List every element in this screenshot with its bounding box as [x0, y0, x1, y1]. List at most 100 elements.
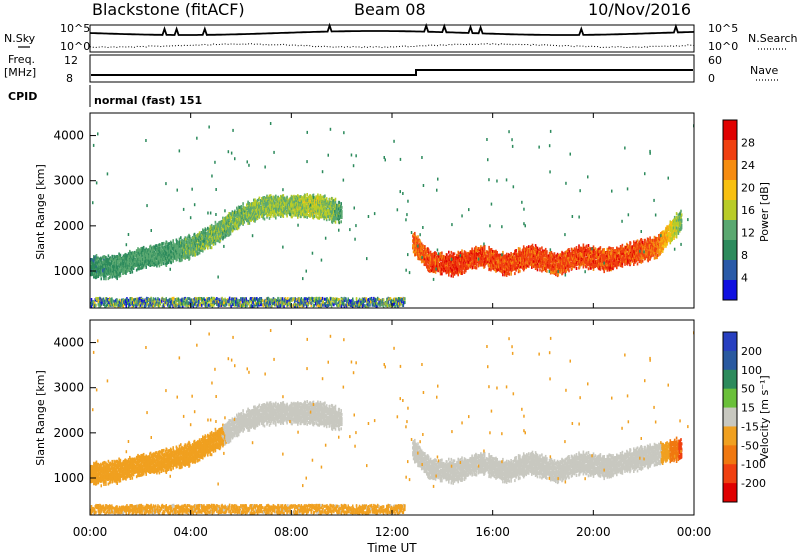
data-cell: [457, 273, 459, 277]
data-cell: [499, 261, 502, 265]
data-cell: [507, 269, 510, 273]
data-cell: [181, 258, 183, 262]
data-cell: [214, 220, 217, 224]
data-cell: [216, 239, 219, 243]
data-cell: [103, 255, 106, 259]
data-cell: [214, 240, 217, 244]
data-cell: [105, 259, 108, 263]
data-cell: [534, 252, 537, 256]
data-cell: [495, 267, 498, 271]
data-cell: [461, 270, 464, 274]
data-cell: [90, 267, 93, 271]
data-cell: [184, 236, 186, 240]
data-cell: [575, 267, 578, 270]
data-cell: [579, 253, 582, 257]
data-cell: [195, 247, 198, 251]
data-cell: [190, 242, 193, 246]
data-cell: [161, 262, 163, 266]
data-cell: [116, 255, 118, 258]
data-cell: [251, 207, 253, 211]
data-cell: [263, 217, 266, 221]
data-cell: [481, 260, 483, 264]
data-cell: [212, 241, 214, 245]
data-cell: [100, 260, 102, 264]
data-cell: [153, 250, 156, 254]
data-cell: [224, 235, 227, 239]
data-cell: [221, 219, 224, 223]
data-cell: [541, 269, 543, 273]
data-cell: [599, 267, 602, 271]
data-cell: [237, 224, 240, 228]
data-cell: [186, 250, 188, 253]
data-cell: [505, 270, 508, 274]
data-cell: [424, 257, 426, 261]
data-cell: [341, 216, 343, 219]
data-cell: [219, 234, 221, 238]
data-cell: [587, 244, 590, 247]
data-cell: [178, 237, 181, 241]
data-cell: [557, 266, 560, 270]
data-cell: [429, 250, 432, 254]
data-cell: [236, 227, 239, 231]
data-cell: [422, 253, 424, 256]
data-cell: [288, 208, 291, 212]
data-cell: [452, 263, 454, 266]
data-cell: [512, 253, 514, 256]
data-cell: [510, 269, 513, 272]
data-cell: [477, 264, 480, 268]
data-cell: [335, 215, 337, 219]
data-cell: [531, 265, 533, 269]
data-cell: [568, 254, 571, 257]
data-cell: [173, 250, 176, 254]
data-cell: [555, 269, 557, 272]
data-cell: [300, 195, 303, 199]
data-cell: [117, 260, 120, 264]
data-cell: [100, 271, 102, 275]
data-cell: [129, 249, 131, 253]
data-cell: [307, 213, 310, 217]
data-cell: [515, 249, 517, 252]
data-cell: [599, 248, 602, 252]
data-cell: [590, 254, 593, 258]
data-cell: [300, 215, 302, 219]
data-cell: [293, 209, 295, 213]
data-cell: [104, 270, 107, 274]
data-cell: [450, 250, 453, 254]
data-cell: [115, 264, 118, 267]
data-cell: [537, 248, 539, 252]
data-cell: [275, 194, 277, 198]
data-cell: [188, 237, 191, 241]
data-cell: [307, 195, 310, 199]
data-cell: [95, 274, 98, 278]
data-cell: [571, 259, 574, 263]
data-cell: [237, 220, 239, 224]
data-cell: [178, 240, 181, 244]
data-cell: [90, 273, 92, 277]
data-cell: [453, 252, 456, 256]
data-cell: [531, 243, 534, 247]
data-cell: [180, 259, 182, 263]
data-cell: [540, 261, 543, 265]
data-cell: [449, 253, 451, 257]
data-cell: [306, 196, 308, 200]
data-cell: [229, 229, 232, 233]
data-cell: [604, 260, 607, 264]
data-cell: [576, 251, 578, 255]
data-cell: [432, 261, 435, 265]
data-cell: [247, 221, 249, 225]
data-cell: [160, 252, 163, 256]
data-cell: [578, 265, 581, 269]
data-cell: [147, 250, 150, 254]
data-cell: [453, 269, 456, 273]
data-cell: [557, 273, 560, 277]
data-cell: [148, 248, 151, 252]
data-cell: [293, 197, 296, 201]
data-cell: [247, 206, 249, 210]
data-cell: [439, 251, 442, 255]
data-cell: [99, 262, 101, 266]
data-cell: [493, 250, 496, 254]
data-cell: [233, 216, 236, 220]
data-cell: [424, 245, 426, 249]
data-cell: [124, 261, 127, 265]
data-cell: [339, 206, 341, 210]
